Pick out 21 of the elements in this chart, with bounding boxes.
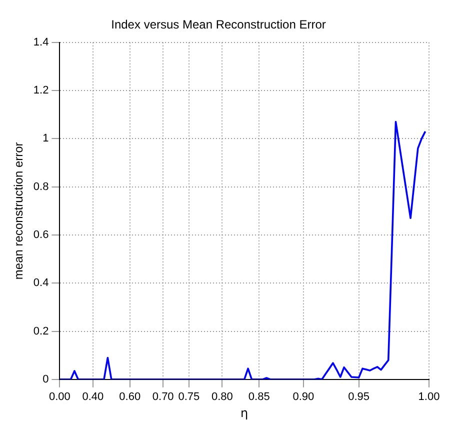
y-tick-label: 0.4 <box>33 277 49 290</box>
y-tick-label: 1 <box>42 132 49 145</box>
y-tick-label: 0.6 <box>33 229 49 242</box>
x-tick-label: 0.60 <box>119 391 141 404</box>
x-tick-label: 0.40 <box>82 391 104 404</box>
y-tick-label: 0.8 <box>33 180 49 193</box>
y-axis-title: mean reconstruction error <box>12 142 26 280</box>
x-tick-label: 0.90 <box>292 391 314 404</box>
x-tick-label: 0.75 <box>178 391 200 404</box>
x-tick-label: 0.70 <box>152 391 174 404</box>
y-tick-label: 0 <box>42 373 49 386</box>
y-tick-label: 0.2 <box>33 325 49 338</box>
x-tick-label: 1.00 <box>418 391 440 404</box>
y-tick-label: 1.4 <box>33 36 49 48</box>
x-tick-label: 0.00 <box>48 391 70 404</box>
x-axis-title: η <box>240 406 248 420</box>
chart-title: Index versus Mean Reconstruction Error <box>111 18 326 32</box>
y-tick-label: 1.2 <box>33 84 49 97</box>
x-tick-label: 0.85 <box>248 391 270 404</box>
x-tick-label: 0.80 <box>211 391 233 404</box>
x-tick-label: 0.95 <box>348 391 370 404</box>
